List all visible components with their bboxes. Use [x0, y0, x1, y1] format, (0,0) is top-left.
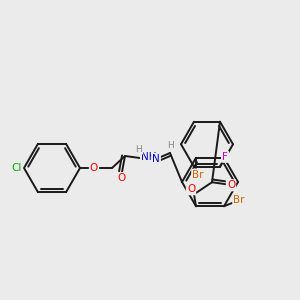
- Text: H: H: [168, 140, 174, 149]
- Text: Br: Br: [192, 170, 204, 180]
- Text: Cl: Cl: [12, 163, 22, 173]
- Text: O: O: [187, 184, 195, 194]
- Text: O: O: [117, 173, 125, 183]
- Text: Br: Br: [233, 195, 245, 205]
- Text: NH: NH: [141, 152, 157, 162]
- Text: N: N: [152, 154, 160, 164]
- Text: F: F: [222, 152, 228, 162]
- Text: O: O: [227, 180, 235, 190]
- Text: H: H: [136, 145, 142, 154]
- Text: O: O: [90, 163, 98, 173]
